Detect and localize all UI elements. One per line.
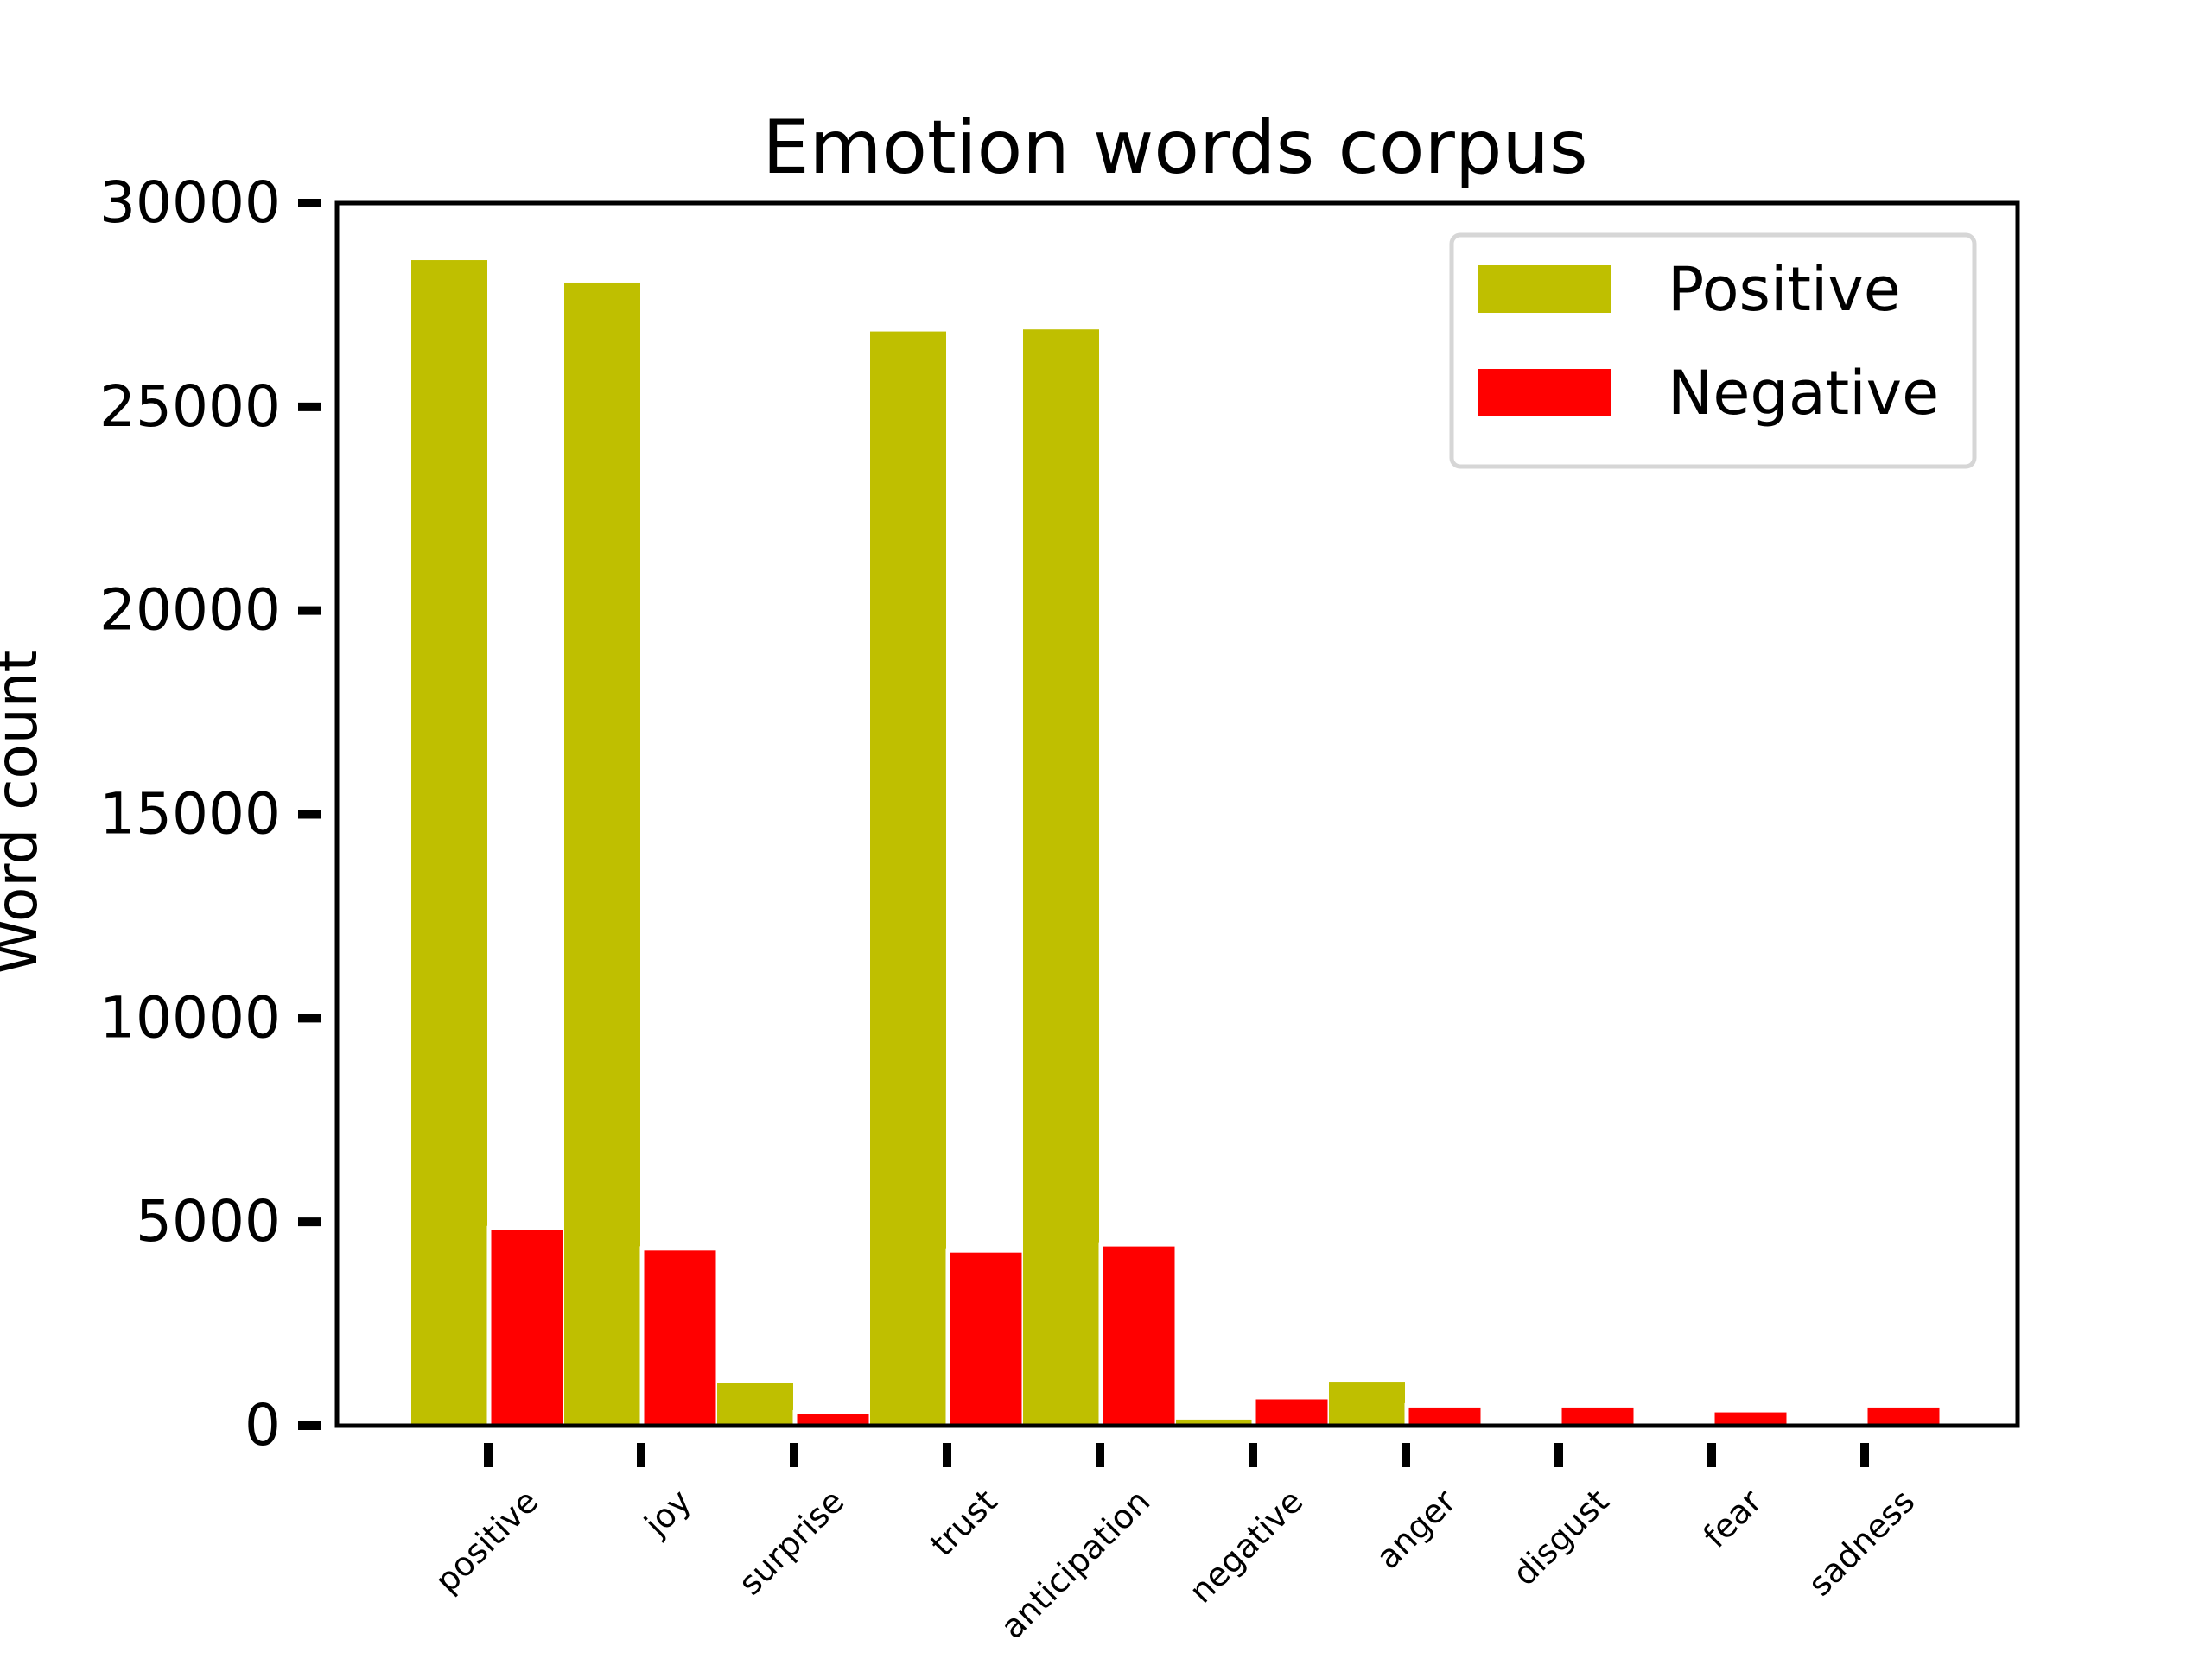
legend-swatch-positive [1478, 265, 1611, 313]
axes-group [334, 200, 2020, 1428]
legend-label-negative: Negative [1668, 358, 1939, 429]
legend: Positive Negative [1449, 232, 1977, 469]
bar-positive-trust [870, 331, 946, 1427]
y-axis-label: Word count [0, 650, 50, 976]
y-tick-label-20000: 20000 [99, 577, 281, 644]
x-tick-label-disgust: disgust [1505, 1482, 1616, 1592]
bar-negative-anger [1404, 1402, 1485, 1428]
chart-title: Emotion words corpus [762, 105, 1588, 191]
x-tick-label-anticipation: anticipation [994, 1482, 1158, 1646]
bar-negative-positive [486, 1225, 568, 1428]
y-tick-label-25000: 25000 [99, 373, 281, 440]
bar-positive-anticipation [1023, 329, 1099, 1426]
bar-positive-anger [1329, 1382, 1405, 1426]
legend-swatch-negative [1478, 369, 1611, 416]
y-tick-label-0: 0 [245, 1392, 281, 1459]
x-tick-label-sadness: sadness [1801, 1482, 1922, 1603]
bar-negative-sadness [1863, 1402, 1944, 1428]
bar-negative-joy [639, 1246, 721, 1428]
bar-positive-positive [411, 260, 487, 1426]
plot-frame [334, 200, 2020, 1428]
x-tick-label-joy: joy [637, 1482, 699, 1544]
x-tick-label-fear: fear [1696, 1482, 1770, 1555]
x-tick-label-positive: positive [428, 1482, 546, 1600]
y-tick-label-10000: 10000 [99, 984, 281, 1051]
x-tick-label-surprise: surprise [731, 1482, 851, 1602]
bar-negative-disgust [1557, 1402, 1638, 1428]
x-tick-label-negative: negative [1182, 1482, 1311, 1611]
x-tick-label-anger: anger [1369, 1482, 1464, 1577]
x-tick-label-trust: trust [923, 1482, 1004, 1563]
bar-positive-joy [564, 282, 640, 1427]
bar-negative-anticipation [1098, 1242, 1179, 1428]
bar-negative-fear [1710, 1408, 1791, 1428]
y-tick-label-15000: 15000 [99, 781, 281, 848]
bar-positive-negative [1176, 1419, 1252, 1426]
bar-negative-negative [1251, 1395, 1332, 1428]
y-tick-label-30000: 30000 [99, 169, 281, 236]
bar-negative-trust [945, 1248, 1027, 1428]
legend-label-positive: Positive [1668, 254, 1901, 325]
y-tick-label-5000: 5000 [136, 1188, 281, 1255]
bar-positive-surprise [717, 1382, 793, 1426]
bars-group [411, 260, 1944, 1428]
y-ticks-group: 0 5000 10000 15000 20000 25000 30000 [99, 169, 321, 1459]
